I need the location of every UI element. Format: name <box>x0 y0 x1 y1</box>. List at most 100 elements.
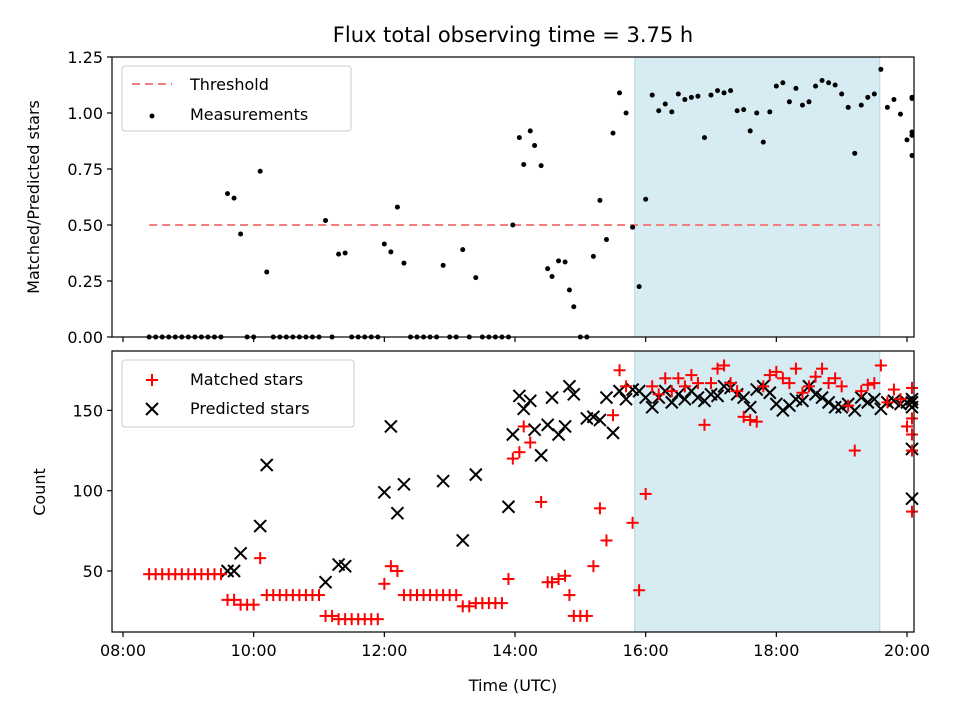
matched-point <box>750 415 763 428</box>
matched-point <box>587 560 600 573</box>
measurement-point <box>510 222 516 228</box>
matched-point <box>737 410 750 423</box>
measurement-point <box>734 108 740 114</box>
ratio-y-tick-label: 1.00 <box>67 104 103 123</box>
legend-threshold-label: Threshold <box>189 75 269 94</box>
matched-point <box>711 362 724 375</box>
predicted-point <box>867 392 882 406</box>
predicted-point <box>763 386 777 400</box>
legend-predicted-swatch <box>145 402 159 416</box>
matched-point <box>822 377 835 390</box>
predicted-point <box>523 394 537 408</box>
predicted-point <box>338 559 352 573</box>
predicted-point <box>397 477 411 491</box>
measurement-point <box>865 94 871 100</box>
matched-point <box>384 560 397 573</box>
measurement-point <box>852 150 858 156</box>
measurement-point <box>527 128 533 134</box>
x-tick-label: 14:00 <box>492 641 538 660</box>
predicted-point <box>905 492 919 506</box>
matched-point <box>698 418 711 431</box>
count-legend: Matched stars Predicted stars <box>121 359 355 428</box>
measurement-point <box>460 247 466 253</box>
measurement-point <box>845 104 851 110</box>
matched-point <box>639 487 652 500</box>
predicted-point <box>390 506 405 520</box>
measurement-point <box>767 109 773 115</box>
measurement-point <box>793 85 799 91</box>
legend-matched-swatch <box>146 374 158 386</box>
ratio-y-tick-label: 1.25 <box>67 48 103 67</box>
predicted-point <box>736 390 751 405</box>
matched-point <box>502 573 515 586</box>
predicted-point <box>534 448 548 463</box>
measurement-point <box>257 168 263 174</box>
measurement-point <box>728 88 734 94</box>
ratio-panel-ylabel: Matched/Predicted stars <box>24 100 43 294</box>
matched-point <box>326 609 339 622</box>
matched-point <box>724 377 737 390</box>
legend-predicted-label: Predicted stars <box>190 399 310 418</box>
predicted-point <box>567 387 581 402</box>
measurement-point <box>381 241 387 247</box>
measurement-point <box>708 92 714 98</box>
matched-point <box>524 436 537 449</box>
matched-point <box>626 516 639 529</box>
predicted-point <box>506 427 520 442</box>
matched-point <box>215 568 227 581</box>
predicted-point <box>436 474 450 488</box>
matched-point <box>906 412 918 425</box>
measurement-point <box>884 104 890 110</box>
measurement-point <box>715 88 721 94</box>
predicted-point <box>834 400 849 414</box>
measurement-point <box>538 163 544 169</box>
measurement-point <box>394 204 400 210</box>
predicted-point <box>260 458 274 472</box>
ratio-y-tick-label: 0.25 <box>67 272 103 291</box>
matched-point <box>796 386 809 399</box>
measurement-point <box>688 94 694 100</box>
matched-point <box>463 600 476 613</box>
matched-point <box>228 593 241 606</box>
measurement-point <box>858 102 864 108</box>
matched-point <box>803 380 815 393</box>
measurement-point <box>832 82 838 88</box>
matched-point <box>652 388 665 401</box>
measurement-point <box>590 253 596 259</box>
matched-point <box>887 383 900 396</box>
count-panel-frame <box>111 350 915 633</box>
predicted-point <box>854 390 868 405</box>
measurement-point <box>741 107 747 113</box>
measurement-point <box>617 90 623 96</box>
measurement-point <box>773 83 779 89</box>
measurement-point <box>521 162 527 168</box>
measurement-point <box>799 102 805 108</box>
measurement-point <box>780 80 786 86</box>
measurement-point <box>649 92 655 98</box>
predicted-point <box>795 394 810 408</box>
matched-point <box>665 385 678 398</box>
measurement-point <box>839 91 845 97</box>
predicted-point <box>456 533 470 548</box>
ratio-legend: Threshold Measurements <box>121 65 352 132</box>
predicted-point <box>377 485 392 500</box>
matched-point <box>535 495 548 508</box>
measurement-point <box>675 91 681 97</box>
predicted-point <box>599 390 614 405</box>
measurement-point <box>636 284 642 290</box>
matched-point <box>861 378 874 391</box>
measurement-point <box>623 110 629 116</box>
matched-point <box>894 393 907 406</box>
matched-point <box>678 380 691 393</box>
predicted-point <box>227 564 241 578</box>
measurement-point <box>610 130 616 136</box>
predicted-point <box>710 389 725 403</box>
matched-point <box>633 584 646 597</box>
matched-point <box>776 372 789 385</box>
chart-title: Flux total observing time = 3.75 h <box>333 23 693 47</box>
legend-measurements-label: Measurements <box>190 105 308 124</box>
ratio-panel-highlight <box>634 56 881 338</box>
ratio-y-tick-label: 0.75 <box>67 160 103 179</box>
matched-point <box>659 372 672 385</box>
